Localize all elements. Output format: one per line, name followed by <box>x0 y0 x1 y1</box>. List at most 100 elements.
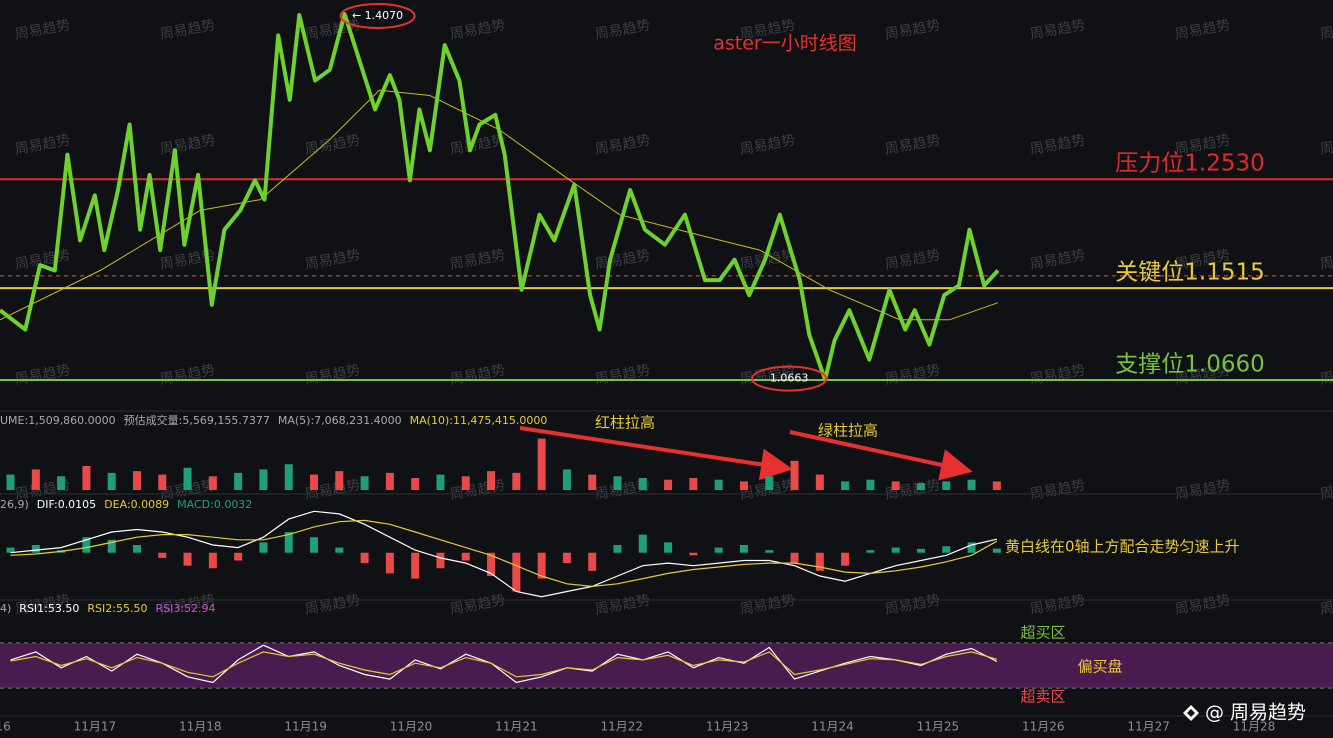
rsi-band <box>0 642 1333 689</box>
macd-bar <box>107 539 116 553</box>
volume-bar <box>385 472 394 490</box>
price-annotation: 1.0663 <box>770 372 809 385</box>
x-tick-label: 11月19 <box>284 720 327 734</box>
volume-bar <box>31 469 40 490</box>
x-tick-label: 11月27 <box>1127 720 1170 734</box>
volume-bar <box>360 476 369 490</box>
chart-title: aster一小时线图 <box>713 33 857 55</box>
macd-bar <box>613 544 622 553</box>
ma-line <box>0 89 999 321</box>
macd-bar <box>841 552 850 566</box>
volume-bar <box>992 481 1001 490</box>
logo-text: @ 周易趋势 <box>1205 702 1306 724</box>
volume-label: UME:1,509,860.0000 <box>0 414 116 427</box>
x-tick-label: 11月28 <box>1233 720 1276 734</box>
macd-bar <box>436 552 445 569</box>
volume-bar <box>82 466 91 490</box>
volume-bar <box>259 469 268 490</box>
rsi-annotation: 超卖区 <box>1020 688 1065 706</box>
volume-bar <box>562 469 571 490</box>
rsi-line <box>10 651 998 678</box>
volume-bar <box>310 474 319 490</box>
volume-bar <box>284 464 293 490</box>
volume-bar <box>234 472 243 490</box>
macd-bar <box>638 534 647 553</box>
macd-bar <box>310 537 319 553</box>
volume-bar <box>790 460 799 490</box>
macd-bar <box>765 550 774 553</box>
macd-bar <box>512 552 521 592</box>
volume-annotation: 红柱拉高 <box>595 414 655 432</box>
volume-bar <box>841 481 850 490</box>
indicator-label: 4) <box>0 602 11 615</box>
rsi-annotation: 偏买盘 <box>1077 658 1122 676</box>
macd-bar <box>234 552 243 561</box>
x-tick-label: 11月21 <box>495 720 538 734</box>
x-tick-label: 11月20 <box>390 720 433 734</box>
volume-bar <box>664 479 673 490</box>
volume-bar <box>815 474 824 490</box>
volume-bar <box>942 481 951 490</box>
macd-annotation: 黄白线在0轴上方配合走势匀速上升 <box>1005 538 1240 556</box>
x-tick-label: 11月16 <box>0 720 11 734</box>
macd-bar <box>335 547 344 553</box>
macd-bar <box>183 552 192 566</box>
macd-bar <box>487 552 496 577</box>
volume-bar <box>461 476 470 490</box>
level-label: 支撑位1.0660 <box>1115 351 1264 377</box>
arrow <box>789 430 973 481</box>
macd-bar <box>664 542 673 553</box>
volume-bar <box>613 476 622 490</box>
macd-label: DIF:0.0105 <box>37 498 96 511</box>
level-label: 压力位1.2530 <box>1115 151 1264 177</box>
volume-bar <box>765 476 774 490</box>
x-tick-label: 11月23 <box>706 720 749 734</box>
macd-bar <box>942 546 951 553</box>
highlight-ellipse <box>751 365 828 392</box>
volume-bar <box>487 471 496 490</box>
price-line <box>0 12 1000 382</box>
macd-bar <box>158 552 167 558</box>
price-annotation: ← 1.4070 <box>352 9 403 22</box>
volume-bar <box>588 474 597 490</box>
volume-bar <box>335 471 344 490</box>
macd-bar <box>992 548 1001 553</box>
x-tick-label: 11月24 <box>811 720 854 734</box>
volume-bar <box>158 474 167 490</box>
macd-bar <box>461 552 470 561</box>
macd-bar <box>284 532 293 553</box>
macd-label: MACD:0.0032 <box>177 498 252 511</box>
volume-bar <box>638 478 647 490</box>
macd-bar <box>6 547 15 553</box>
volume-bar <box>689 478 698 490</box>
volume-label: 预估成交量:5,569,155.7377 <box>124 413 270 427</box>
volume-bar <box>967 479 976 490</box>
macd-bar <box>411 552 420 579</box>
macd-bar <box>208 552 217 569</box>
volume-bar <box>866 479 875 490</box>
indicator-label: RSI2:55.50 <box>87 602 147 615</box>
arrow <box>519 426 793 481</box>
x-tick-label: 11月26 <box>1022 720 1065 734</box>
macd-bar <box>82 537 91 553</box>
level-label: 关键位1.1515 <box>1115 260 1264 286</box>
macd-bar <box>967 542 976 553</box>
macd-bar <box>360 552 369 564</box>
volume-bar <box>57 476 66 490</box>
indicator-label: RSI3:52.94 <box>155 602 215 615</box>
indicator-label: RSI1:53.50 <box>19 602 79 615</box>
volume-label: MA(5):7,068,231.4000 <box>278 414 402 427</box>
volume-bar <box>891 481 900 490</box>
volume-bar <box>208 476 217 490</box>
macd-bar <box>815 552 824 571</box>
macd-label: 26,9) <box>0 498 29 511</box>
volume-bar <box>411 478 420 490</box>
macd-bar <box>31 544 40 553</box>
volume-bar <box>107 472 116 490</box>
volume-bar <box>916 483 925 490</box>
logo-icon <box>1183 705 1199 721</box>
rsi-annotation: 超买区 <box>1020 624 1065 642</box>
x-tick-label: 11月25 <box>917 720 960 734</box>
volume-bar <box>436 474 445 490</box>
